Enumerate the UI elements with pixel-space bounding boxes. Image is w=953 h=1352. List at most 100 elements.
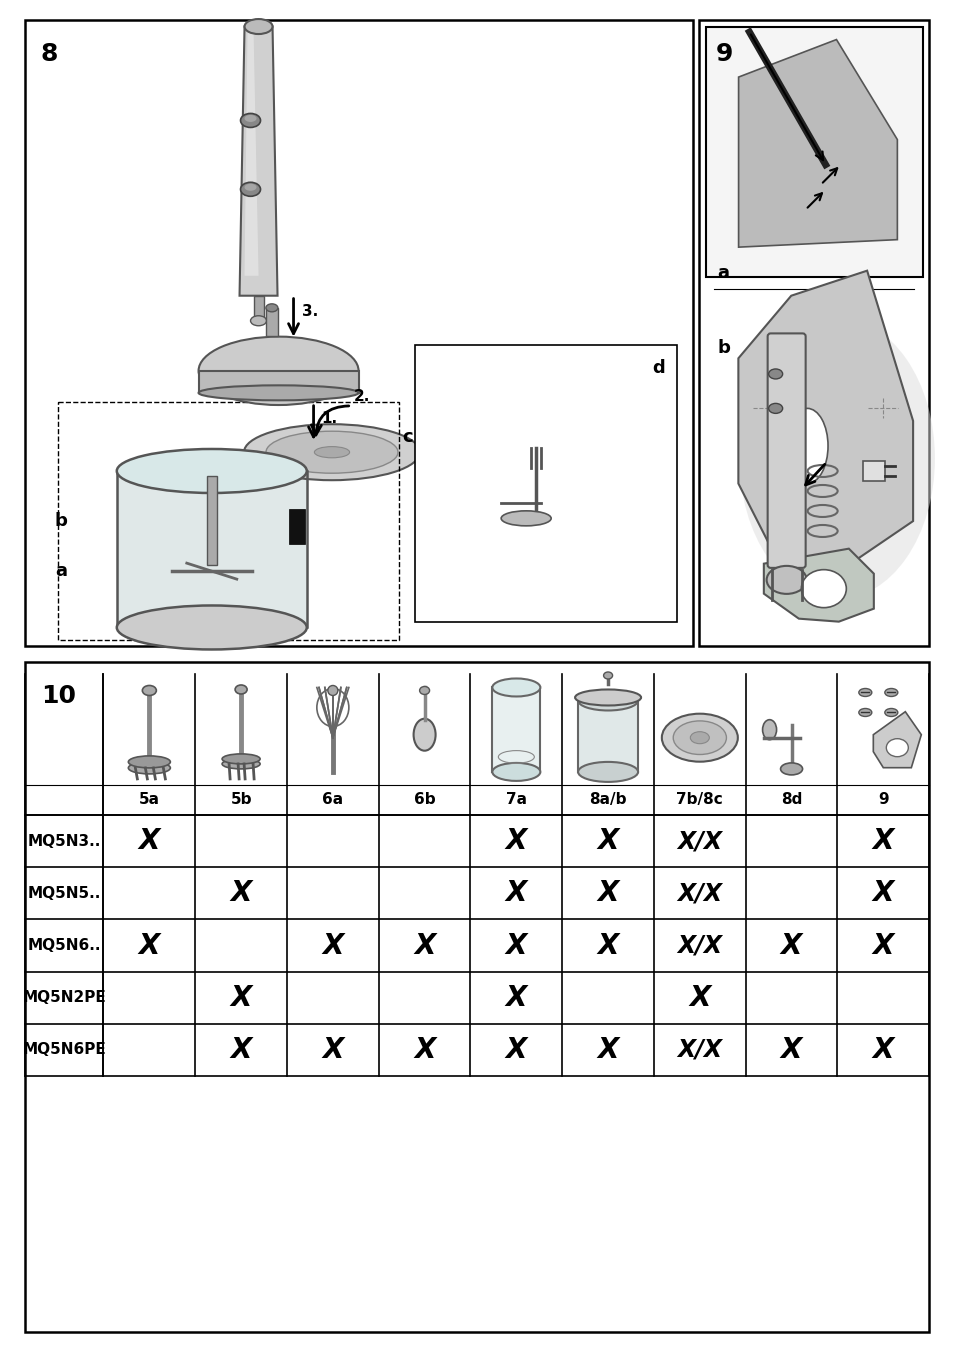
Ellipse shape (768, 369, 781, 379)
Text: a: a (717, 264, 728, 281)
Ellipse shape (240, 114, 260, 127)
Ellipse shape (251, 316, 266, 326)
Text: b: b (54, 512, 68, 530)
Ellipse shape (661, 714, 737, 761)
Text: 6a: 6a (322, 792, 343, 807)
Text: X/X: X/X (677, 1038, 721, 1061)
Text: X: X (138, 932, 160, 960)
Ellipse shape (419, 687, 429, 695)
Bar (492, 687, 539, 772)
Text: MQ5N6..: MQ5N6.. (28, 938, 101, 953)
Ellipse shape (885, 738, 907, 757)
Text: 3.: 3. (301, 304, 317, 319)
Text: MQ5N5..: MQ5N5.. (28, 886, 101, 900)
Ellipse shape (244, 425, 419, 480)
Text: X: X (231, 1036, 252, 1064)
Text: 5b: 5b (230, 792, 252, 807)
Ellipse shape (883, 688, 897, 696)
Text: 7b/8c: 7b/8c (676, 792, 722, 807)
Text: 2.: 2. (354, 389, 370, 404)
Ellipse shape (492, 679, 539, 696)
Ellipse shape (244, 184, 256, 191)
Text: X: X (414, 1036, 435, 1064)
Text: X: X (872, 1036, 893, 1064)
Text: X: X (781, 932, 801, 960)
Ellipse shape (690, 731, 709, 744)
Bar (25, 20, 692, 646)
Ellipse shape (768, 403, 781, 414)
Text: X: X (872, 827, 893, 854)
Ellipse shape (766, 566, 806, 594)
Bar (207, 476, 216, 565)
Text: X: X (138, 827, 160, 854)
Polygon shape (763, 549, 873, 622)
Text: X: X (872, 879, 893, 907)
Ellipse shape (129, 763, 171, 773)
Ellipse shape (761, 719, 776, 740)
Text: X: X (505, 932, 526, 960)
Text: X: X (505, 879, 526, 907)
Text: X/X: X/X (677, 829, 721, 853)
Ellipse shape (244, 115, 256, 122)
Text: X: X (597, 879, 618, 907)
Text: d: d (652, 358, 664, 377)
Polygon shape (872, 711, 921, 768)
Bar (289, 508, 304, 544)
Text: X: X (781, 1036, 801, 1064)
Ellipse shape (578, 691, 638, 711)
Ellipse shape (244, 19, 273, 34)
Ellipse shape (129, 756, 171, 768)
Text: 9: 9 (715, 42, 732, 66)
Ellipse shape (883, 708, 897, 717)
Ellipse shape (858, 688, 871, 696)
Ellipse shape (801, 569, 845, 607)
Text: 6b: 6b (414, 792, 435, 807)
Text: X: X (505, 827, 526, 854)
Bar (25, 662, 928, 1332)
Ellipse shape (786, 408, 827, 484)
Text: 9: 9 (877, 792, 887, 807)
Ellipse shape (198, 385, 358, 400)
Text: a: a (54, 562, 67, 580)
Ellipse shape (414, 719, 436, 750)
Text: X: X (322, 1036, 343, 1064)
Ellipse shape (234, 685, 247, 694)
Text: X: X (597, 827, 618, 854)
Ellipse shape (673, 721, 725, 754)
Polygon shape (244, 31, 258, 276)
Text: 8d: 8d (781, 792, 801, 807)
Ellipse shape (222, 754, 260, 764)
Bar (58, 402, 398, 639)
Text: X/X: X/X (677, 882, 721, 906)
Text: 8: 8 (41, 42, 58, 66)
Ellipse shape (492, 763, 539, 781)
Text: 7a: 7a (505, 792, 526, 807)
Text: X: X (505, 984, 526, 1011)
Text: MQ5N2PE: MQ5N2PE (22, 990, 106, 1006)
Ellipse shape (314, 446, 349, 458)
Ellipse shape (603, 672, 612, 679)
Text: X: X (231, 984, 252, 1011)
Ellipse shape (739, 318, 934, 599)
Ellipse shape (780, 763, 801, 775)
Text: X/X: X/X (677, 933, 721, 957)
Bar (862, 461, 883, 481)
Bar (578, 700, 638, 772)
Text: X: X (231, 879, 252, 907)
Ellipse shape (222, 758, 260, 769)
Ellipse shape (266, 304, 277, 312)
FancyBboxPatch shape (767, 334, 804, 568)
Polygon shape (738, 270, 912, 565)
Text: 8a/b: 8a/b (589, 792, 626, 807)
Ellipse shape (500, 511, 551, 526)
Text: X: X (505, 1036, 526, 1064)
Ellipse shape (328, 685, 337, 695)
Text: 1.: 1. (321, 411, 337, 426)
Ellipse shape (578, 763, 638, 781)
Text: 10: 10 (41, 684, 75, 708)
Polygon shape (738, 39, 897, 247)
Text: X: X (322, 932, 343, 960)
Ellipse shape (266, 431, 397, 473)
Text: c: c (401, 427, 413, 446)
Ellipse shape (198, 337, 358, 406)
